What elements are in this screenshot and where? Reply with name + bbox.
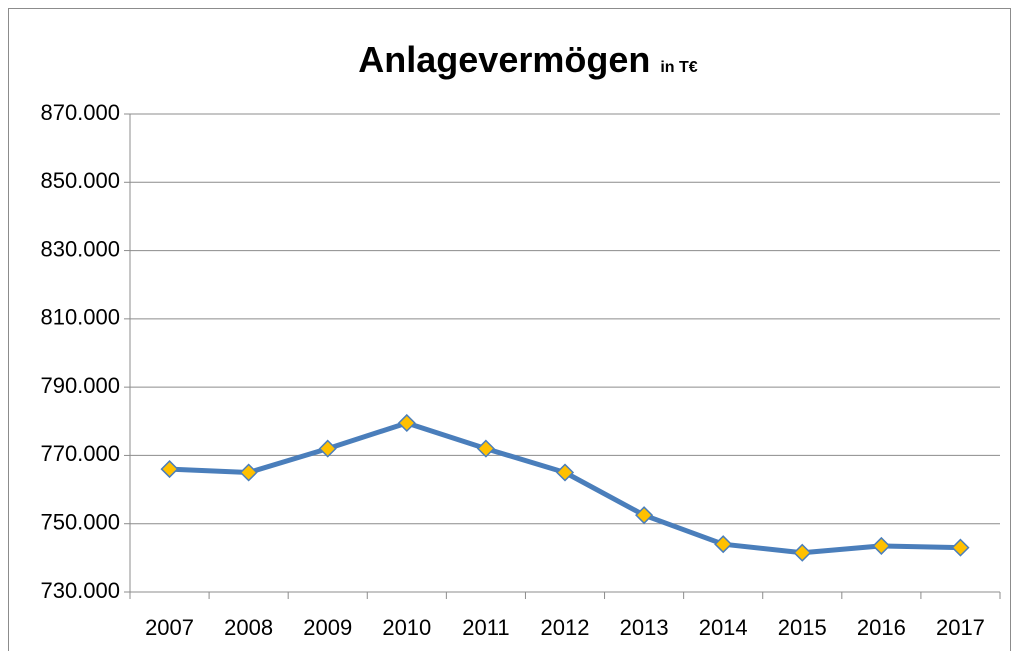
x-tick-label: 2011 (462, 615, 509, 640)
marker (239, 463, 258, 482)
x-tick-label: 2013 (620, 615, 669, 640)
y-tick-label: 850.000 (40, 168, 120, 193)
y-tick-label: 770.000 (40, 441, 120, 466)
x-tick-label: 2014 (699, 615, 748, 640)
chart-title: Anlagevermögen in T€ (358, 39, 698, 80)
marker (555, 463, 575, 482)
y-tick-label: 870.000 (40, 100, 120, 125)
x-tick-label: 2012 (541, 615, 590, 640)
marker (160, 460, 179, 479)
y-tick-label: 790.000 (40, 373, 120, 398)
y-tick-label: 830.000 (40, 236, 120, 261)
chart-border (8, 8, 1011, 651)
marker (318, 439, 337, 458)
marker (714, 535, 733, 554)
marker (397, 413, 416, 433)
marker (872, 536, 891, 555)
x-tick-label: 2008 (224, 615, 273, 640)
y-tick-label: 750.000 (40, 510, 120, 535)
x-tick-label: 2010 (382, 615, 431, 640)
x-tick-label: 2016 (857, 615, 906, 640)
x-tick-label: 2009 (303, 615, 352, 640)
x-tick-label: 2017 (936, 615, 985, 640)
marker (635, 506, 654, 525)
marker (793, 543, 812, 562)
title: Anlagevermögen (358, 39, 650, 80)
marker (951, 538, 970, 557)
x-tick-label: 2007 (145, 615, 194, 640)
y-tick-label: 730.000 (40, 578, 120, 603)
subtitle: in T€ (660, 59, 697, 76)
x-tick-label: 2015 (778, 615, 827, 640)
y-tick-label: 810.000 (40, 305, 120, 330)
marker (476, 439, 495, 458)
